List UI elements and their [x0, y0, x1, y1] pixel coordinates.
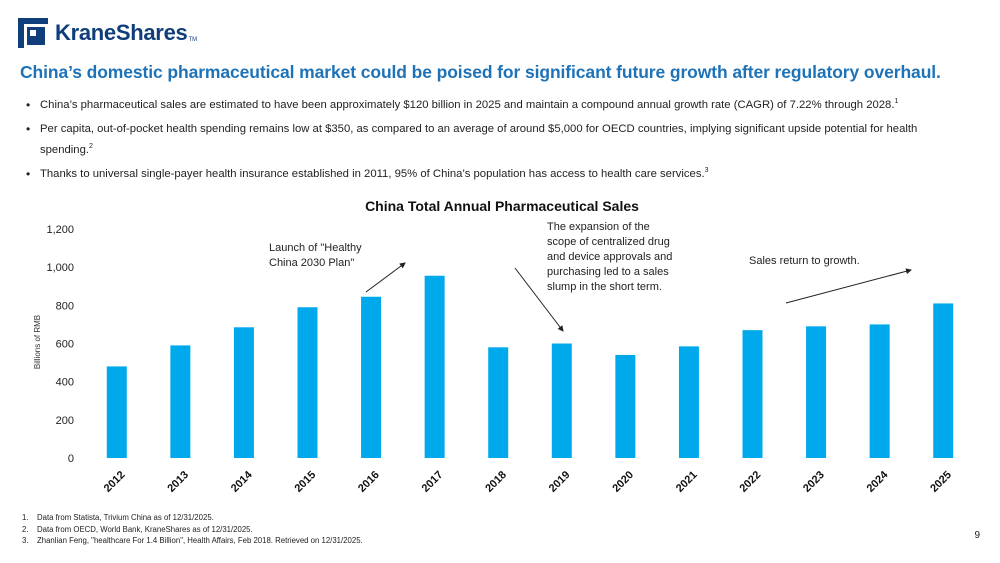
brand-logo: KraneShares TM — [18, 18, 197, 48]
x-tick-label: 2022 — [737, 469, 763, 495]
footnote: 3. Zhanlian Feng, "healthcare For 1.4 Bil… — [22, 535, 363, 547]
x-tick-label: 2014 — [229, 468, 255, 494]
bars-group — [106, 275, 954, 458]
y-axis-label: Billions of RMB — [33, 315, 42, 369]
trademark: TM — [188, 37, 198, 43]
bar-chart-svg: China Total Annual Pharmaceutical Sales … — [33, 198, 954, 495]
bar-2013 — [170, 345, 191, 458]
annotation-sales-slump: The expansion of the scope of centralized… — [547, 221, 672, 293]
footnote: 2. Data from OECD, World Bank, KraneShare… — [22, 524, 363, 536]
bar-2015 — [297, 307, 318, 458]
x-tick-label: 2018 — [483, 469, 509, 495]
annotation-text: purchasing led to a sales — [547, 266, 669, 278]
footnote-ref: 3 — [704, 167, 709, 175]
footnote-text: Zhanlian Feng, "healthcare For 1.4 Billi… — [37, 536, 363, 545]
bar-2025 — [933, 303, 954, 458]
annotation-arrow — [785, 268, 912, 304]
annotation-text: and device approvals and — [547, 251, 672, 263]
page-number: 9 — [974, 530, 980, 541]
footnote-ref: 1 — [894, 98, 899, 106]
x-tick-label: 2012 — [102, 469, 128, 495]
bar-2023 — [806, 326, 827, 458]
bullet-item: Per capita, out-of-pocket health spendin… — [22, 119, 962, 161]
footnotes: 1. Data from Statista, Trivium China as o… — [22, 512, 363, 547]
annotation-text: China 2030 Plan" — [269, 257, 354, 269]
x-tick-label: 2015 — [292, 469, 318, 495]
footnote-number: 1. — [22, 513, 29, 522]
page-headline: China’s domestic pharmaceutical market c… — [20, 62, 941, 82]
bullet-item: China’s pharmaceutical sales are estimat… — [22, 95, 962, 116]
x-tick-label: 2017 — [420, 469, 446, 495]
y-axis-ticks: 0 200 400 600 800 1,000 1,200 — [46, 224, 74, 465]
x-tick-label: 2020 — [610, 469, 636, 495]
bullet-item: Thanks to universal single-payer health … — [22, 164, 962, 185]
x-axis-ticks: 2012 2013 2014 2015 2016 2017 2018 2019 2020 2021… — [102, 468, 954, 494]
chart-title: China Total Annual Pharmaceutical Sales — [365, 198, 639, 214]
annotation-text: The expansion of the — [547, 221, 650, 233]
annotation-text: Launch of "Healthy — [269, 242, 362, 254]
bar-2016 — [361, 296, 382, 458]
bar-2012 — [106, 366, 127, 458]
pharma-sales-chart: China Total Annual Pharmaceutical Sales … — [0, 190, 1000, 510]
bullet-list: China’s pharmaceutical sales are estimat… — [22, 95, 962, 188]
annotation-arrow — [514, 267, 564, 332]
footnote: 1. Data from Statista, Trivium China as o… — [22, 512, 363, 524]
bar-2022 — [742, 330, 763, 458]
bar-2018 — [488, 347, 509, 458]
bar-2017 — [424, 275, 445, 458]
krane-logo-icon — [18, 18, 48, 48]
bullet-text: Thanks to universal single-payer health … — [40, 168, 705, 180]
footnote-number: 2. — [22, 524, 29, 534]
annotation-sales-return: Sales return to growth. — [749, 255, 860, 267]
x-tick-label: 2024 — [865, 468, 891, 494]
footnote-text: Data from OECD, World Bank, KraneShares … — [37, 524, 253, 534]
x-tick-label: 2021 — [674, 469, 700, 495]
bar-2021 — [678, 346, 699, 458]
bullet-text: China’s pharmaceutical sales are estimat… — [40, 99, 895, 111]
y-tick-label: 1,200 — [46, 224, 74, 236]
x-tick-label: 2025 — [928, 469, 954, 495]
annotation-text: Sales return to growth. — [749, 255, 860, 267]
x-tick-label: 2016 — [356, 469, 382, 495]
y-tick-label: 600 — [56, 339, 74, 351]
bar-2024 — [869, 324, 890, 458]
footnote-text: Data from Statista, Trivium China as of … — [37, 513, 214, 522]
y-tick-label: 400 — [56, 377, 74, 389]
annotations-group: Launch of "Healthy China 2030 Plan" The e… — [269, 221, 912, 332]
y-tick-label: 800 — [56, 300, 74, 312]
annotation-text: slump in the short term. — [547, 281, 662, 293]
footnote-ref: 2 — [89, 143, 93, 151]
bar-2020 — [615, 354, 636, 458]
bullet-text: Per capita, out-of-pocket health spendin… — [40, 123, 918, 156]
x-tick-label: 2023 — [801, 469, 827, 495]
x-tick-label: 2013 — [165, 469, 191, 495]
brand-name: KraneShares — [55, 20, 188, 45]
bar-2019 — [551, 343, 572, 458]
y-tick-label: 1,000 — [46, 262, 74, 274]
annotation-healthy-china: Launch of "Healthy China 2030 Plan" — [269, 242, 362, 269]
annotation-arrow — [365, 262, 406, 293]
y-tick-label: 0 — [68, 453, 74, 465]
y-tick-label: 200 — [56, 415, 74, 427]
footnote-number: 3. — [22, 536, 29, 545]
x-tick-label: 2019 — [547, 469, 573, 495]
annotation-text: scope of centralized drug — [547, 236, 670, 248]
bar-2014 — [233, 327, 254, 458]
